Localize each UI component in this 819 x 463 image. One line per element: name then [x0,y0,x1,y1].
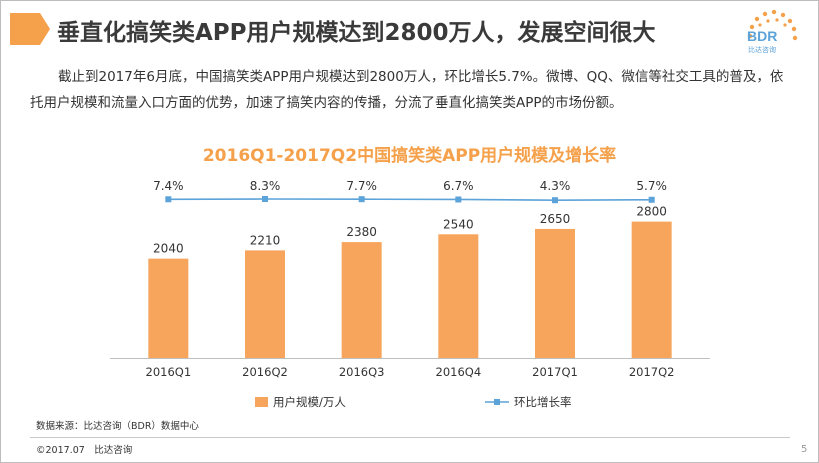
rate-point-2016Q2 [262,196,268,202]
title-flag-icon [10,13,50,45]
rate-label: 8.3% [250,179,281,193]
page-title: 垂直化搞笑类APP用户规模达到2800万人，发展空间很大 [57,20,656,46]
legend-line-marker [494,399,500,405]
bar-2016Q4 [438,234,479,358]
chart-title: 2016Q1-2017Q2中国搞笑类APP用户规模及增长率 [202,146,617,166]
x-tick-label: 2016Q1 [146,365,192,379]
rate-label: 5.7% [636,179,667,193]
bar-2016Q1 [148,258,189,358]
rate-point-2017Q1 [552,197,558,204]
legend-bar-swatch [255,397,268,407]
data-source: 数据来源：比达咨询（BDR）数据中心 [36,421,199,432]
bar-2016Q3 [341,242,382,358]
rate-point-2016Q3 [358,196,365,203]
page-number: 5 [801,444,808,455]
bar-2017Q1 [535,228,575,358]
bar-value-label: 2210 [250,233,281,247]
x-tick-label: 2016Q2 [242,365,288,379]
x-tick-label: 2017Q1 [532,365,578,379]
bar-2016Q2 [245,250,285,358]
logo-text: BDR [747,28,778,44]
x-tick-label: 2017Q2 [629,365,675,379]
rate-point-2016Q1 [165,196,172,203]
rate-label: 6.7% [443,179,474,193]
rate-label: 7.7% [346,179,377,193]
bar-value-label: 2040 [153,242,184,256]
logo-subtitle: 比达咨询 [748,46,776,54]
rate-point-2017Q2 [648,196,655,203]
bar-2017Q2 [631,221,672,358]
copyright: ©2017.07 比达咨询 [36,445,133,456]
legend-bar-label: 用户规模/万人 [273,395,346,409]
x-tick-label: 2016Q3 [339,365,385,379]
bar-value-label: 2650 [540,212,571,226]
rate-label: 7.4% [153,179,184,193]
legend-line-label: 环比增长率 [514,395,572,409]
bar-value-label: 2800 [636,205,667,219]
bdr-logo-icon [747,9,798,41]
footer-divider [30,437,790,438]
summary-paragraph: 截止到2017年6月底，中国搞笑类APP用户规模达到2800万人，环比增长5.7… [30,69,784,111]
bar-value-label: 2540 [443,217,474,231]
x-tick-label: 2016Q4 [436,365,482,379]
rate-line [168,198,652,202]
rate-point-2016Q4 [455,196,462,203]
bar-value-label: 2380 [346,225,377,239]
rate-label: 4.3% [540,179,571,193]
